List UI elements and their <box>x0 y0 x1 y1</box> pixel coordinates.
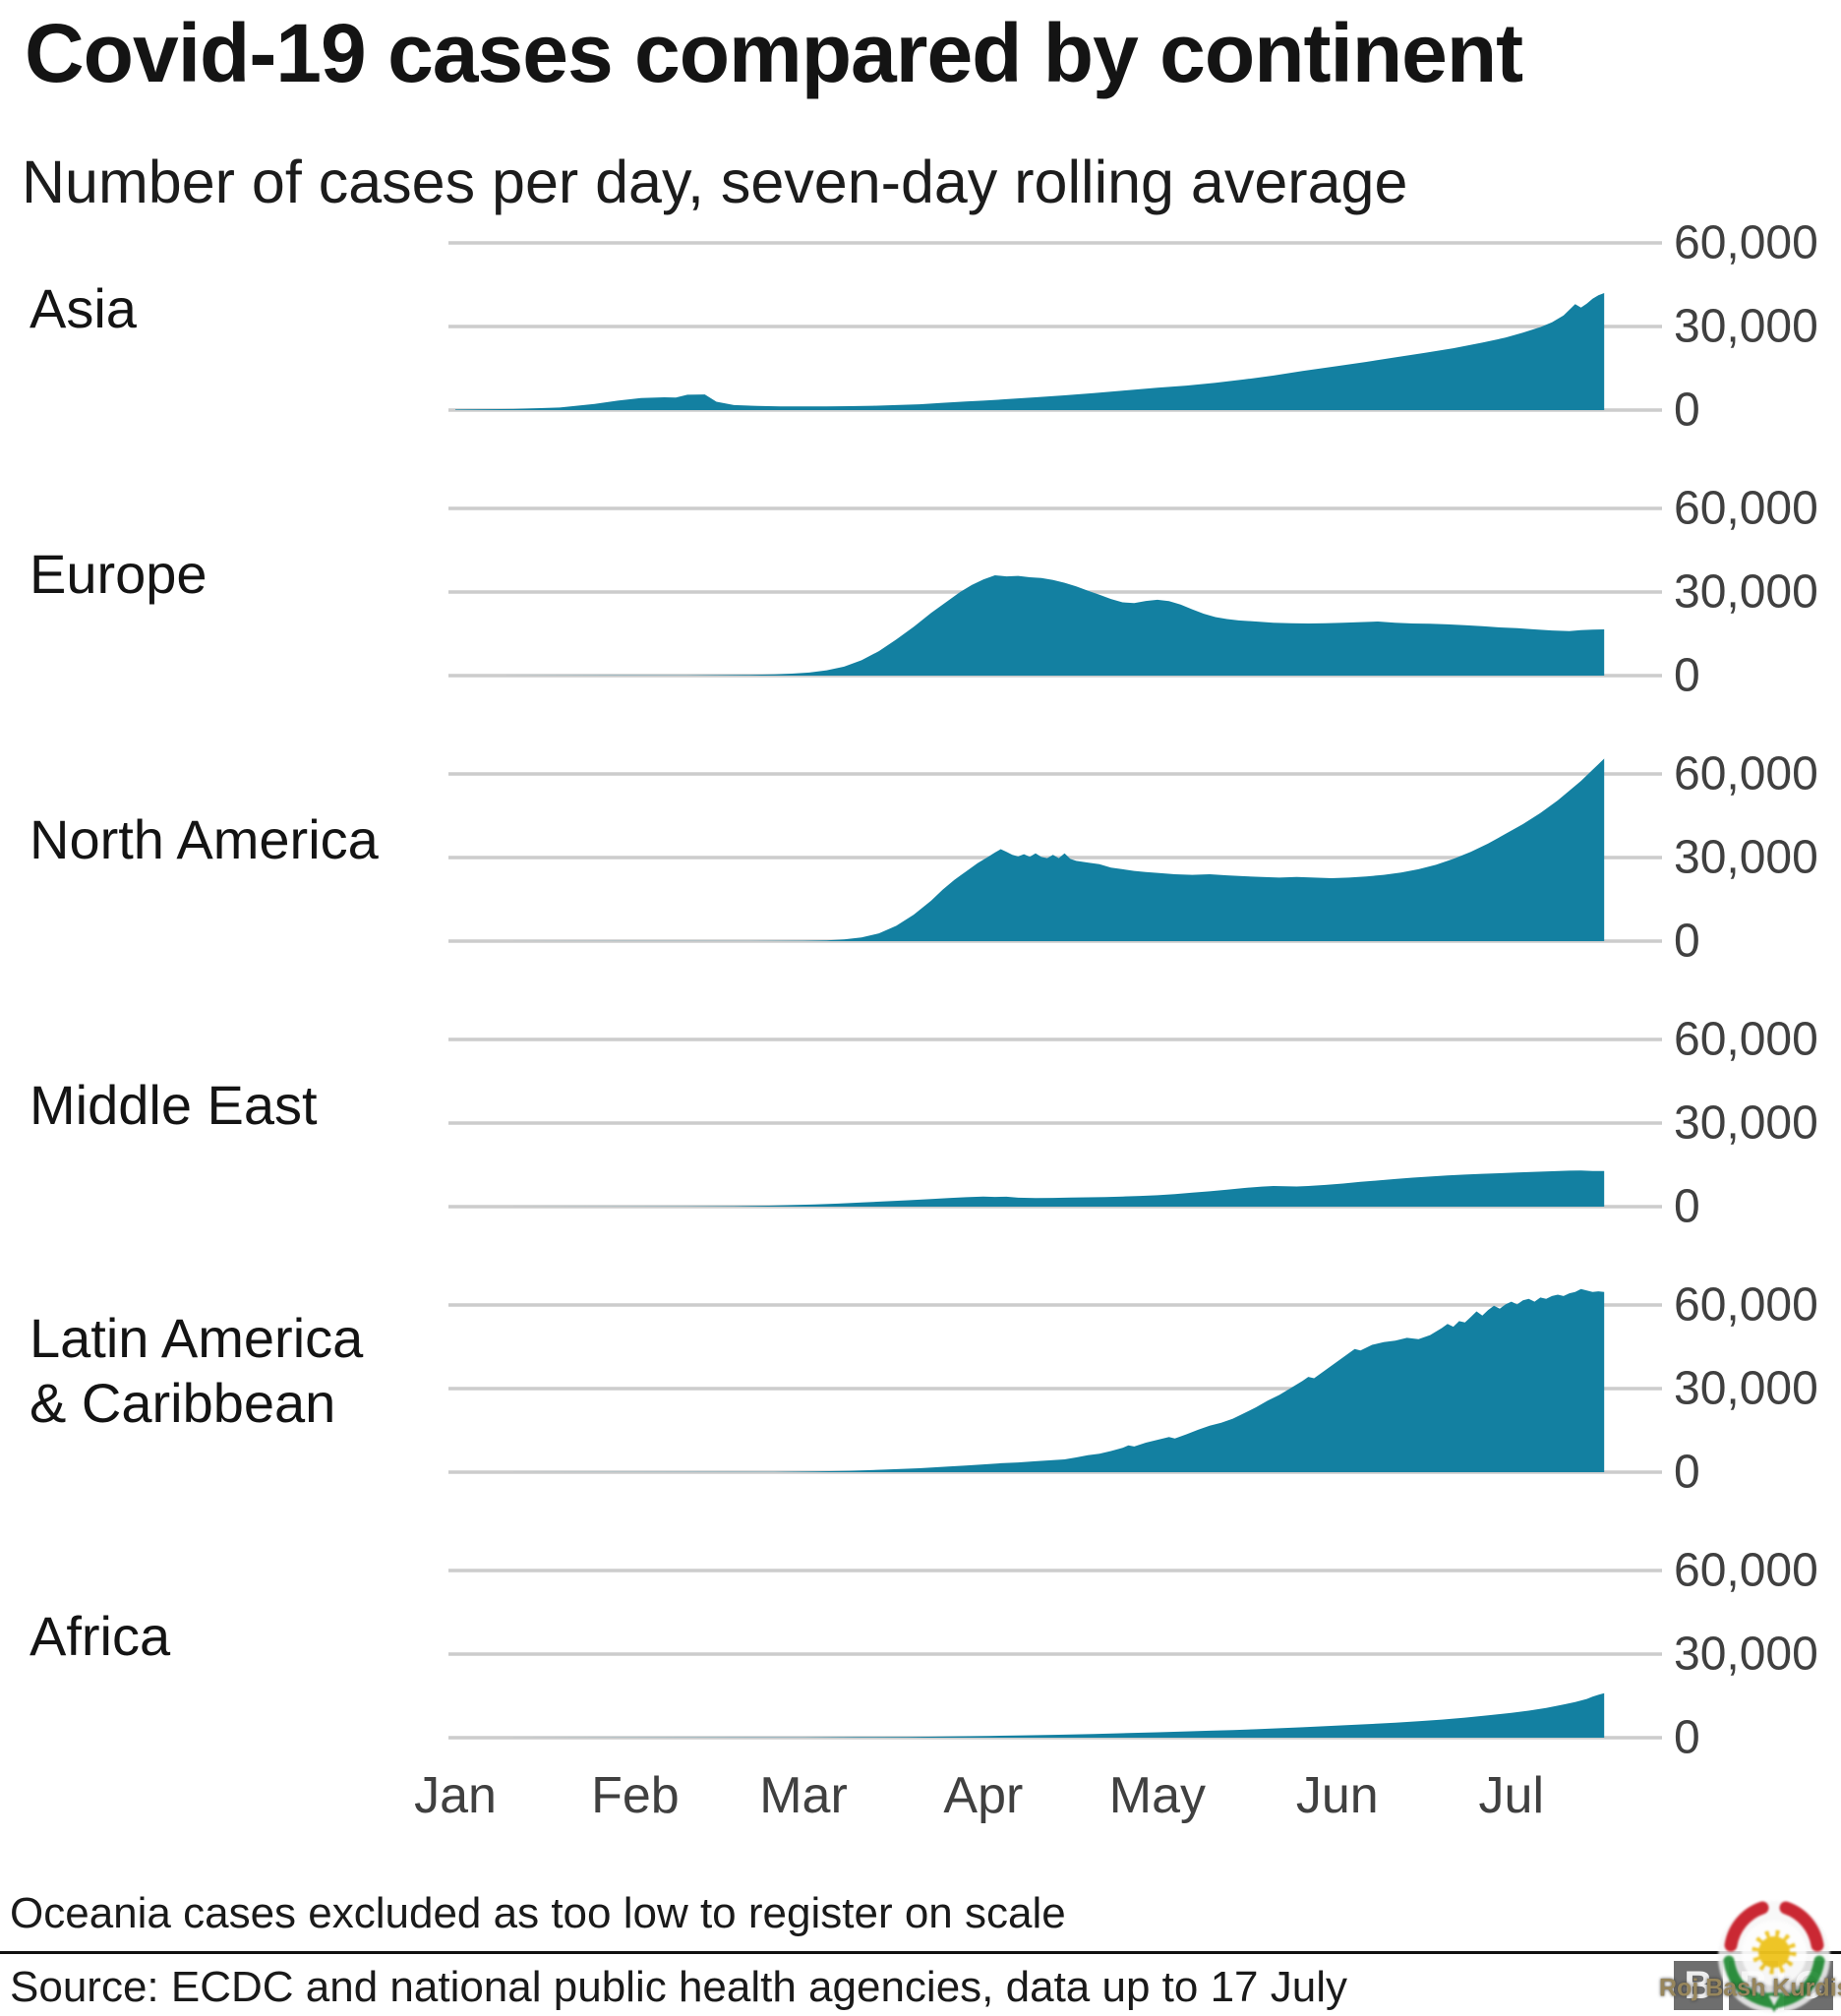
y-tick-label: 60,000 <box>1674 1013 1818 1066</box>
area-chart-middle-east <box>448 1038 1662 1209</box>
page-title: Covid-19 cases compared by continent <box>25 7 1523 99</box>
x-tick-label-may: May <box>1108 1767 1207 1824</box>
x-tick-label-feb: Feb <box>591 1767 680 1824</box>
row-label-line: North America <box>30 808 379 870</box>
y-tick-label: 60,000 <box>1674 216 1818 269</box>
y-tick-label: 30,000 <box>1674 300 1818 353</box>
row-label-middle-east: Middle East <box>30 1073 318 1138</box>
row-label-line: Middle East <box>30 1074 318 1136</box>
area-chart-asia <box>448 241 1662 412</box>
row-label-asia: Asia <box>30 276 137 341</box>
watermark-text: Roj Bash Kurdistan <box>1659 1974 1841 2002</box>
row-label-north-america: North America <box>30 807 379 872</box>
x-tick-label-jun: Jun <box>1295 1767 1379 1824</box>
row-label-line: & Caribbean <box>30 1372 336 1434</box>
y-tick-label: 0 <box>1674 1180 1700 1233</box>
footnote: Oceania cases excluded as too low to reg… <box>10 1889 1066 1937</box>
x-tick-label-apr: Apr <box>943 1767 1024 1824</box>
y-tick-label: 60,000 <box>1674 1278 1818 1332</box>
area-chart-africa <box>448 1569 1662 1740</box>
area-series-latin-america-caribbean <box>455 1288 1605 1472</box>
y-tick-label: 60,000 <box>1674 747 1818 800</box>
x-tick-label-jan: Jan <box>414 1767 497 1824</box>
y-tick-label: 30,000 <box>1674 1362 1818 1415</box>
area-series-north-america <box>455 758 1605 941</box>
source-line: Source: ECDC and national public health … <box>10 1963 1347 2011</box>
row-label-africa: Africa <box>30 1604 170 1669</box>
y-tick-label: 30,000 <box>1674 831 1818 884</box>
page-subtitle: Number of cases per day, seven-day rolli… <box>22 148 1408 215</box>
area-chart-europe <box>448 506 1662 678</box>
y-tick-label: 0 <box>1674 1446 1700 1499</box>
area-series-middle-east <box>455 1170 1605 1207</box>
row-label-line: Latin America <box>30 1307 364 1369</box>
area-chart-north-america <box>448 758 1662 943</box>
area-series-africa <box>455 1692 1605 1738</box>
watermark-emblem <box>1718 1901 1830 2013</box>
y-tick-label: 60,000 <box>1674 1544 1818 1597</box>
row-label-line: Africa <box>30 1605 171 1667</box>
x-tick-label-mar: Mar <box>759 1767 848 1824</box>
y-tick-label: 0 <box>1674 649 1700 702</box>
y-tick-label: 0 <box>1674 915 1700 968</box>
row-label-line: Europe <box>30 543 208 605</box>
row-label-line: Asia <box>30 277 137 339</box>
row-label-latin-america-caribbean: Latin America & Caribbean <box>30 1306 363 1436</box>
y-tick-label: 60,000 <box>1674 482 1818 535</box>
area-series-asia <box>455 293 1605 410</box>
y-tick-label: 30,000 <box>1674 1628 1818 1681</box>
bbc-logo-block: B <box>1674 1961 1723 2010</box>
row-label-europe: Europe <box>30 542 208 607</box>
y-tick-label: 30,000 <box>1674 1097 1818 1150</box>
y-tick-label: 0 <box>1674 384 1700 437</box>
x-tick-label-jul: Jul <box>1478 1767 1545 1824</box>
divider <box>0 1951 1841 1954</box>
area-chart-latin-america-caribbean <box>448 1288 1662 1474</box>
y-tick-label: 0 <box>1674 1711 1700 1764</box>
y-tick-label: 30,000 <box>1674 565 1818 619</box>
area-series-europe <box>455 575 1605 676</box>
